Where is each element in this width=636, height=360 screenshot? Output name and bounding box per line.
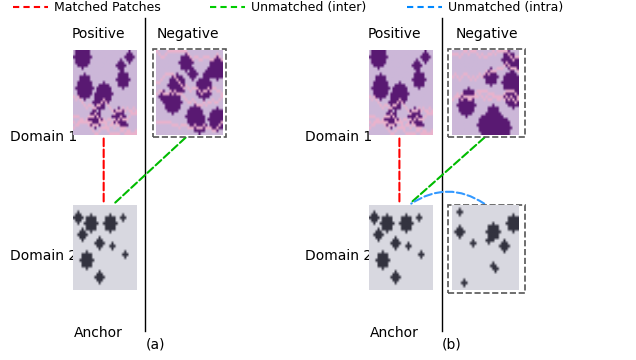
Text: Anchor: Anchor <box>370 326 418 340</box>
Text: Unmatched (inter): Unmatched (inter) <box>251 1 366 14</box>
Text: Domain 2: Domain 2 <box>10 249 77 262</box>
Text: Domain 1: Domain 1 <box>10 130 77 144</box>
Text: (b): (b) <box>441 337 462 351</box>
Text: Positive: Positive <box>368 27 421 41</box>
Text: Domain 2: Domain 2 <box>305 249 373 262</box>
Text: (a): (a) <box>146 337 165 351</box>
Text: Positive: Positive <box>72 27 125 41</box>
Text: Unmatched (intra): Unmatched (intra) <box>448 1 563 14</box>
Text: Anchor: Anchor <box>74 326 123 340</box>
Text: Matched Patches: Matched Patches <box>54 1 161 14</box>
Text: Negative: Negative <box>455 27 518 41</box>
Text: Negative: Negative <box>156 27 219 41</box>
Text: Domain 1: Domain 1 <box>305 130 373 144</box>
